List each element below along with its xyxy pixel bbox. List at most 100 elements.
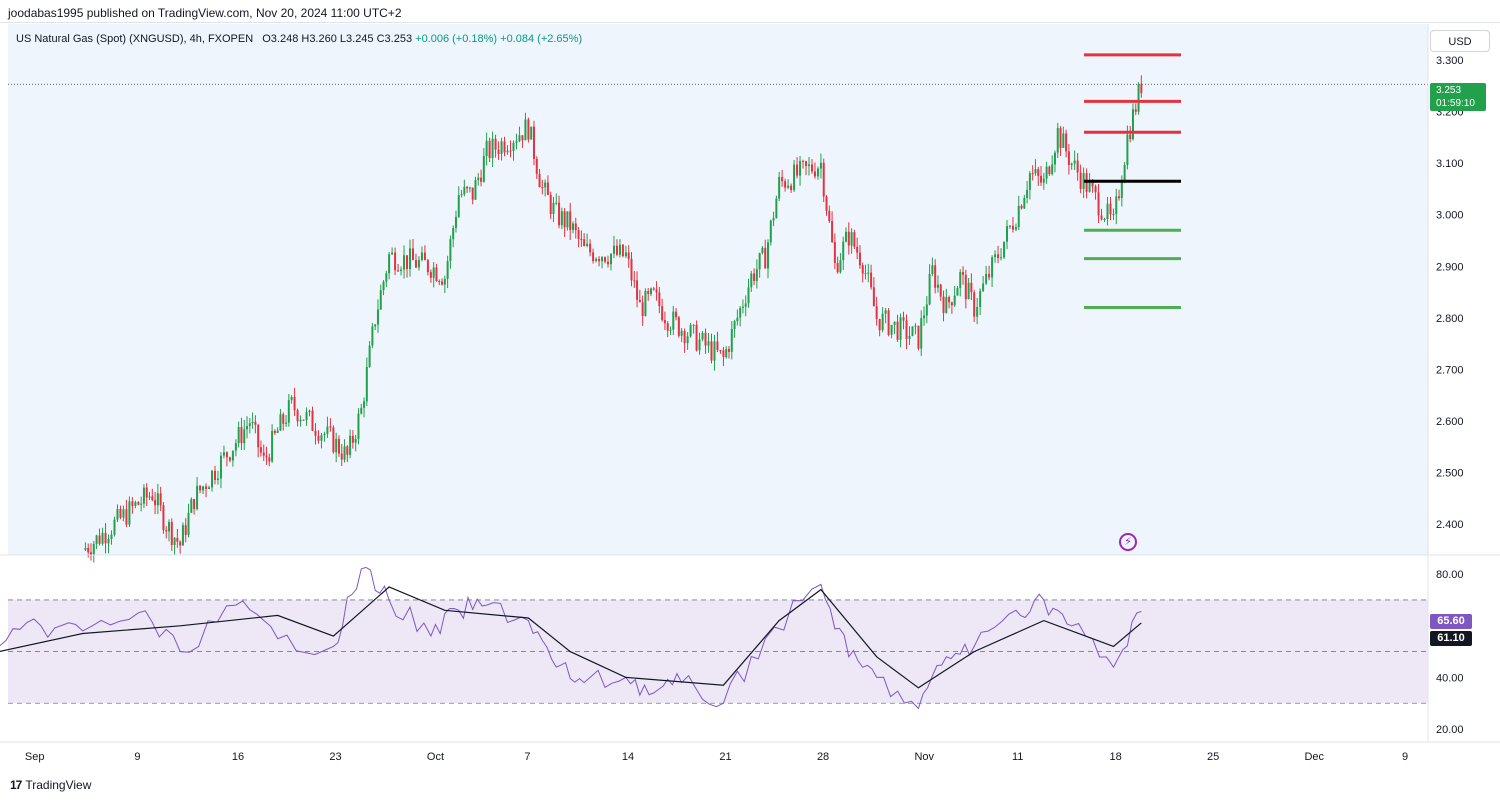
candle-body	[747, 287, 750, 304]
candle-body	[205, 486, 208, 490]
candle-body	[1103, 219, 1106, 221]
change-4h: +0.006 (+0.18%)	[415, 33, 498, 45]
candle-body	[506, 150, 509, 153]
candle-body	[173, 537, 176, 546]
candle-body	[560, 211, 563, 226]
candle-body	[145, 487, 148, 498]
candle-body	[942, 296, 945, 313]
candle-body	[847, 231, 850, 246]
candle-body	[566, 211, 569, 228]
candle-body	[251, 421, 254, 424]
candle-body	[329, 426, 332, 428]
candle-body	[719, 350, 722, 352]
currency-button[interactable]: USD	[1430, 30, 1490, 52]
candle-body	[515, 141, 518, 143]
candle-body	[1131, 109, 1134, 140]
time-axis-tick: 7	[524, 751, 530, 763]
candle-body	[884, 310, 887, 314]
candle-body	[649, 288, 652, 294]
candle-body	[853, 232, 856, 247]
candle-body	[920, 318, 923, 349]
candle-body	[521, 135, 524, 141]
candle-body	[592, 252, 595, 261]
candle-body	[320, 435, 323, 441]
candle-body	[113, 519, 116, 535]
candle-body	[914, 325, 917, 327]
candle-body	[1100, 215, 1103, 220]
candle-body	[287, 400, 290, 423]
candle-body	[457, 195, 460, 217]
price-axis-tick: 2.800	[1436, 313, 1464, 325]
candle-body	[468, 187, 471, 189]
candle-body	[899, 317, 902, 340]
candle-body	[190, 499, 193, 513]
candle-body	[371, 326, 374, 346]
candle-body	[382, 281, 385, 291]
candle-body	[825, 196, 828, 211]
candle-body	[741, 306, 744, 308]
candle-body	[799, 160, 802, 176]
lightning-alert-icon[interactable]: ⚡	[1119, 533, 1137, 551]
candle-body	[187, 512, 190, 536]
candle-body	[967, 282, 970, 300]
candle-body	[831, 221, 834, 242]
candle-body	[875, 306, 878, 319]
candle-body	[778, 176, 781, 199]
candle-body	[411, 248, 414, 261]
candle-body	[268, 457, 271, 462]
candle-body	[784, 181, 787, 188]
candle-body	[701, 332, 704, 340]
candle-body	[1053, 152, 1056, 165]
tradingview-brand[interactable]: 17 TradingView	[10, 778, 91, 792]
candle-body	[630, 258, 633, 281]
symbol-legend[interactable]: US Natural Gas (Spot) (XNGUSD), 4h, FXOP…	[16, 33, 582, 45]
candle-body	[1023, 197, 1026, 209]
candle-body	[896, 321, 899, 340]
candle-body	[1034, 169, 1037, 174]
candle-body	[845, 231, 848, 242]
candle-body	[148, 496, 151, 498]
candle-body	[695, 324, 698, 351]
candle-body	[199, 485, 202, 491]
candle-body	[905, 320, 908, 339]
candle-body	[598, 258, 601, 262]
candle-body	[755, 269, 758, 281]
candle-body	[692, 324, 695, 326]
bar-countdown: 01:59:10	[1436, 98, 1475, 109]
candle-body	[1129, 134, 1132, 140]
candle-body	[764, 247, 767, 269]
candles-group	[84, 75, 1143, 563]
last-price-badge: 3.253 01:59:10	[1430, 83, 1486, 111]
candle-body	[376, 309, 379, 325]
candle-body	[813, 171, 816, 177]
candle-body	[936, 284, 939, 288]
candle-body	[704, 332, 707, 346]
candle-body	[119, 508, 122, 518]
symbol-title[interactable]: US Natural Gas (Spot) (XNGUSD), 4h, FXOP…	[16, 33, 254, 45]
candle-body	[388, 254, 391, 274]
candle-body	[84, 548, 87, 550]
candle-body	[354, 438, 357, 443]
chart-frame[interactable]	[0, 22, 1500, 771]
candle-body	[1026, 189, 1029, 198]
candle-body	[168, 522, 171, 532]
candle-body	[397, 270, 400, 272]
candle-body	[1140, 84, 1143, 94]
candle-body	[202, 486, 205, 491]
candle-body	[612, 245, 615, 254]
candle-body	[1076, 160, 1079, 173]
candle-body	[580, 238, 583, 240]
candle-body	[134, 502, 137, 506]
candle-body	[908, 335, 911, 339]
candle-body	[1094, 186, 1097, 193]
candle-body	[1070, 163, 1073, 165]
candle-body	[890, 324, 893, 335]
candle-body	[828, 210, 831, 222]
candle-body	[409, 248, 412, 269]
candle-body	[128, 501, 131, 525]
candle-body	[1059, 128, 1062, 148]
candle-body	[237, 426, 240, 444]
candle-body	[950, 302, 953, 306]
candle-body	[1020, 205, 1023, 209]
